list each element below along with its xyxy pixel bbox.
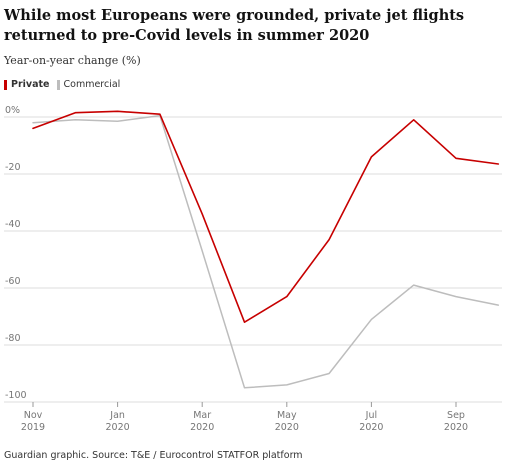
legend-swatch-private [4,79,7,90]
series-line-commercial [32,114,500,389]
y-tick-label: -20 [5,162,21,173]
y-tick-label: -60 [5,276,21,287]
x-tick-label-year: 2020 [275,422,299,433]
x-tick-label-year: 2020 [190,422,214,433]
x-tick-label-month: Nov [24,410,43,421]
y-tick-label: 0% [5,105,20,116]
x-tick-label-month: May [277,410,297,421]
x-tick-label-year: 2019 [21,422,45,433]
y-tick-label: -80 [5,333,21,344]
legend-label-commercial: Commercial [63,79,121,90]
x-tick-label-month: Jan [109,410,125,421]
x-tick-label-month: Jul [365,410,377,421]
source-note: Guardian graphic. Source: T&E / Eurocont… [4,450,303,461]
x-tick-label-year: 2020 [106,422,130,433]
chart-title: While most Europeans were grounded, priv… [4,7,465,44]
legend: Private Commercial [4,79,127,90]
x-tick-label-year: 2020 [359,422,383,433]
legend-swatch-commercial [56,79,60,90]
series-line-private [32,110,500,324]
line-chart: 0%-20-40-60-80-100Nov2019Jan2020Mar2020M… [4,105,502,433]
legend-item-private: Private [4,79,50,90]
x-tick-label-year: 2020 [444,422,468,433]
y-tick-label: -40 [5,219,21,230]
legend-label-private: Private [11,79,50,90]
legend-item-commercial: Commercial [56,79,121,90]
x-tick-label-month: Mar [193,410,211,421]
y-tick-label: -100 [5,390,27,401]
chart-subtitle: Year-on-year change (%) [4,54,141,67]
x-tick-label-month: Sep [447,410,465,421]
